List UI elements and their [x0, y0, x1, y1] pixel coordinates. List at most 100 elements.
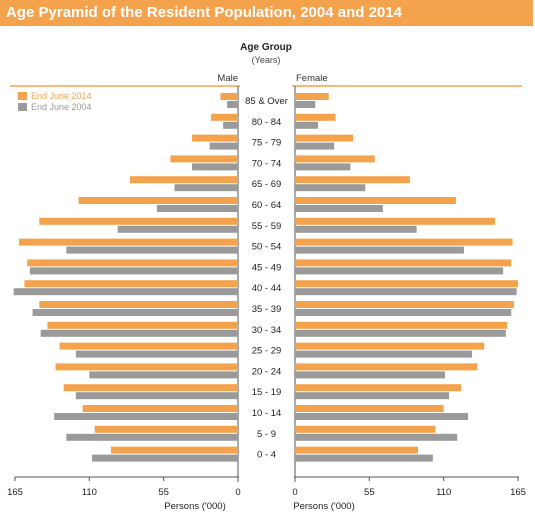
female-bar: [295, 433, 458, 441]
male-bar: [39, 217, 239, 225]
male-bar: [55, 363, 238, 371]
age-group-label: 10 - 14: [252, 408, 282, 419]
age-group-label: 0 - 4: [257, 450, 276, 461]
female-bar: [295, 184, 366, 192]
male-bar: [82, 405, 238, 412]
male-bar: [29, 267, 238, 275]
female-bar: [295, 425, 436, 433]
male-bar: [223, 121, 238, 129]
female-bar: [295, 454, 433, 462]
male-bar: [156, 205, 238, 212]
female-bar: [295, 301, 514, 308]
female-bar: [295, 225, 417, 233]
female-bar: [295, 446, 418, 454]
female-bar: [295, 142, 335, 150]
female-bar: [295, 163, 351, 171]
female-bar: [295, 384, 462, 392]
female-bar: [295, 259, 512, 267]
female-bar: [295, 93, 329, 100]
male-bar: [170, 155, 238, 163]
female-bar: [295, 197, 456, 204]
female-bar: [295, 246, 464, 254]
legend-swatch: [18, 103, 27, 111]
male-bar: [32, 309, 238, 316]
male-bar: [192, 134, 238, 142]
female-x-tick-label: 55: [364, 487, 375, 498]
male-bar: [59, 342, 238, 350]
male-bar: [174, 184, 238, 192]
age-group-label: 35 - 39: [252, 304, 282, 315]
female-x-tick-label: 110: [436, 487, 451, 498]
male-bar: [89, 371, 238, 379]
age-group-label: 60 - 64: [252, 200, 282, 211]
female-bar: [295, 238, 513, 246]
female-bar: [295, 134, 354, 142]
male-bar: [63, 384, 239, 392]
male-bar: [24, 280, 239, 288]
male-bar: [39, 301, 239, 308]
center-unit: (Years): [252, 55, 281, 65]
age-group-label: 85 & Over: [245, 96, 288, 107]
age-group-label: 80 - 84: [252, 117, 282, 128]
age-group-label: 70 - 74: [252, 158, 282, 169]
male-x-tick-label: 55: [158, 487, 169, 498]
male-x-tick-label: 165: [7, 487, 23, 498]
male-bar: [66, 246, 238, 254]
male-bar: [75, 350, 239, 358]
female-x-tick-label: 165: [510, 487, 526, 498]
age-group-label: 40 - 44: [252, 283, 282, 294]
male-bar: [54, 413, 238, 420]
center-heading: Age Group: [240, 42, 292, 53]
age-group-label: 65 - 69: [252, 179, 282, 190]
male-bar: [117, 225, 238, 233]
female-bar: [295, 309, 512, 316]
female-bar: [295, 392, 450, 400]
female-bar: [295, 121, 318, 129]
age-group-label: 45 - 49: [252, 262, 282, 273]
legend-label: End June 2014: [31, 91, 92, 101]
age-group-label: 5 - 9: [257, 429, 276, 440]
male-bar: [129, 176, 238, 184]
male-bar: [27, 259, 239, 267]
legend-swatch: [18, 92, 27, 100]
male-bar: [94, 425, 238, 433]
male-bar: [19, 238, 238, 246]
female-label: Female: [296, 73, 328, 84]
male-bar: [66, 433, 238, 441]
female-bar: [295, 280, 518, 288]
female-bar: [295, 413, 468, 420]
age-group-label: 25 - 29: [252, 346, 282, 357]
female-bar: [295, 267, 504, 275]
male-x-tick-label: 110: [82, 487, 97, 498]
male-bar: [192, 163, 238, 171]
female-bar: [295, 342, 485, 350]
female-bar: [295, 101, 316, 108]
male-bar: [40, 329, 238, 337]
age-group-label: 15 - 19: [252, 387, 282, 398]
age-group-label: 55 - 59: [252, 221, 282, 232]
female-bar: [295, 371, 446, 379]
male-bar: [78, 197, 238, 204]
female-bar: [295, 217, 496, 225]
female-bar: [295, 205, 383, 212]
male-bar: [209, 142, 238, 150]
male-x-tick-label: 0: [235, 487, 240, 498]
age-group-label: 30 - 34: [252, 325, 282, 336]
male-bar: [92, 454, 238, 462]
legend-label: End June 2004: [31, 102, 92, 112]
male-bar: [210, 113, 238, 121]
female-x-tick-label: 0: [292, 487, 297, 498]
male-bar: [227, 101, 238, 108]
female-bar: [295, 363, 478, 371]
female-bar: [295, 155, 375, 163]
male-bar: [13, 288, 239, 296]
female-bar: [295, 405, 444, 412]
female-bar: [295, 321, 508, 329]
male-bar: [110, 446, 238, 454]
female-bar: [295, 350, 473, 358]
male-label: Male: [217, 73, 238, 84]
age-group-label: 75 - 79: [252, 138, 282, 149]
male-bar: [220, 93, 238, 100]
male-x-axis-title: Persons ('000): [164, 501, 225, 512]
